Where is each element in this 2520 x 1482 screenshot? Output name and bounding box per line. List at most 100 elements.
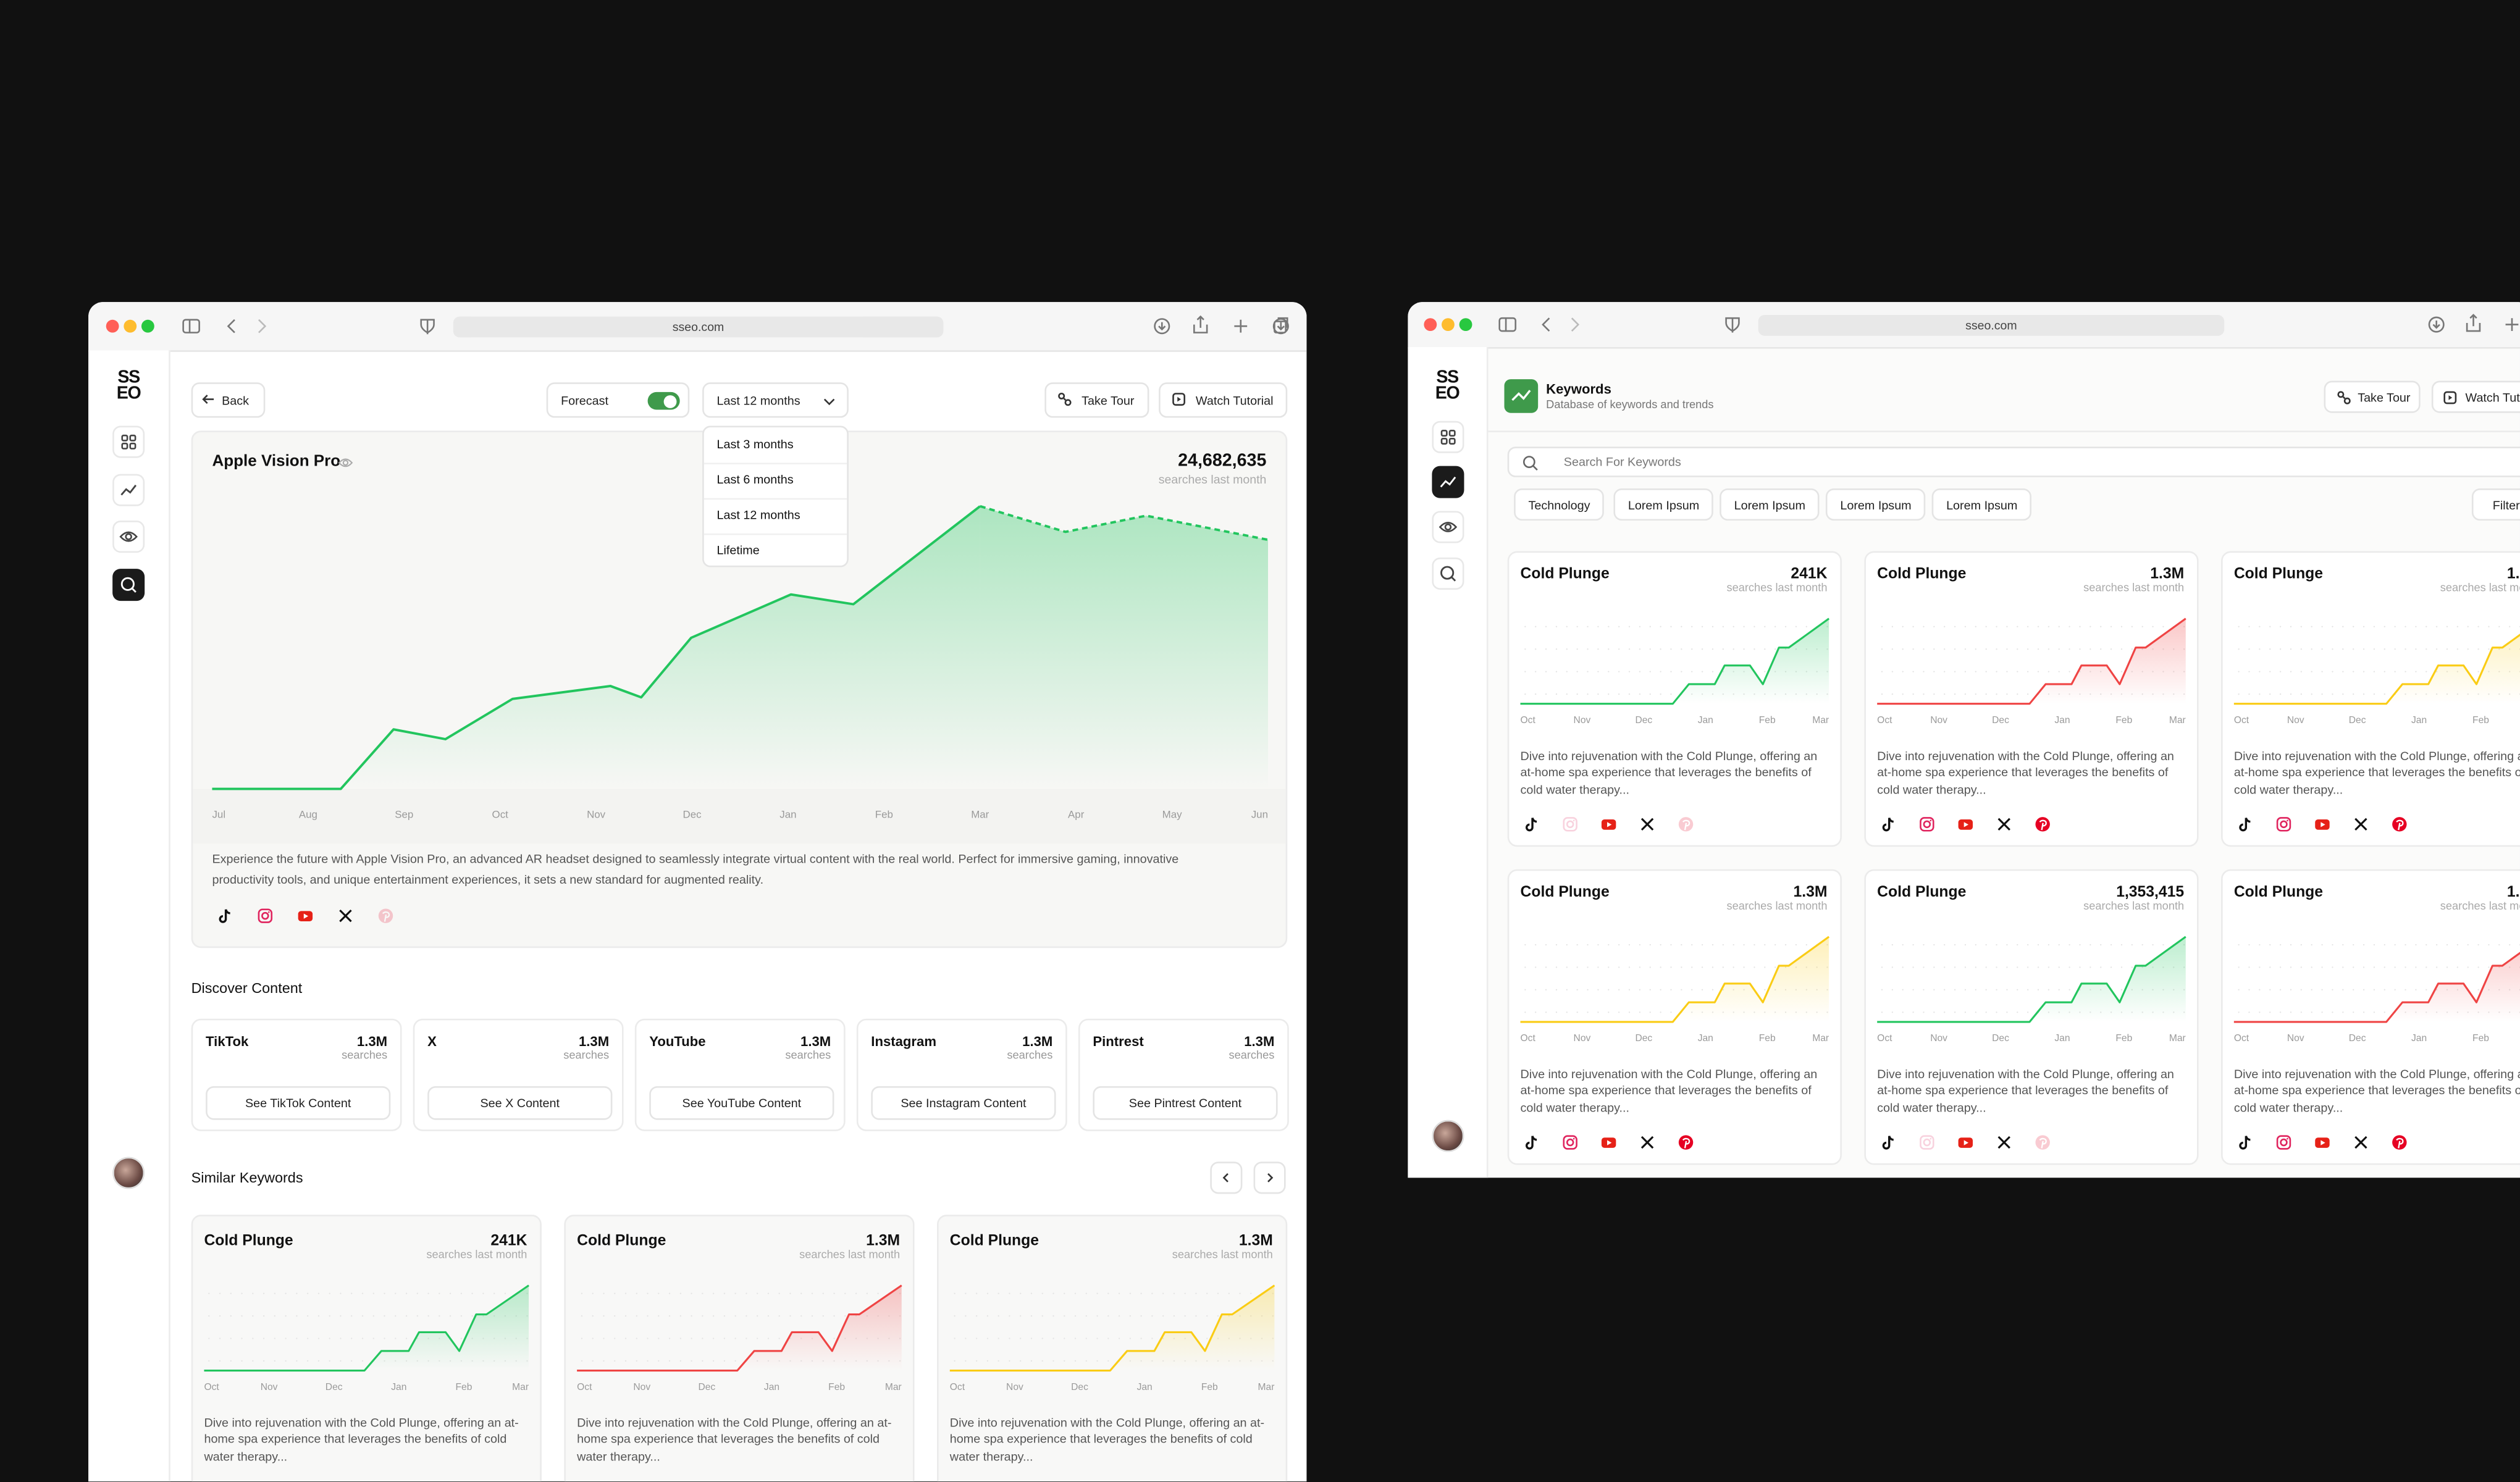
range-option[interactable]: Lifetime bbox=[716, 543, 760, 558]
range-option[interactable]: Last 6 months bbox=[716, 472, 794, 487]
range-select[interactable]: Last 12 months bbox=[702, 382, 849, 418]
tag-chip[interactable]: Lorem Ipsum bbox=[1613, 488, 1714, 521]
youtube-icon[interactable] bbox=[1957, 1134, 1973, 1150]
grid-dot bbox=[1195, 1292, 1197, 1294]
youtube-icon[interactable] bbox=[1601, 816, 1617, 832]
tiktok-icon[interactable] bbox=[2237, 816, 2253, 832]
grid-dot bbox=[439, 1292, 440, 1294]
tag-chip[interactable]: Lorem Ipsum bbox=[1825, 488, 1926, 521]
take-tour-button[interactable]: Take Tour bbox=[1044, 382, 1149, 418]
tiktok-icon[interactable] bbox=[2237, 1134, 2253, 1150]
x-icon[interactable] bbox=[2353, 816, 2369, 832]
instagram-icon[interactable] bbox=[1919, 816, 1935, 832]
grid-dot bbox=[2311, 671, 2312, 672]
instagram-icon[interactable] bbox=[1919, 1134, 1935, 1150]
pinterest-icon[interactable] bbox=[2035, 816, 2051, 832]
nav-button[interactable] bbox=[1431, 511, 1464, 543]
next-button[interactable] bbox=[1253, 1162, 1286, 1194]
youtube-icon[interactable] bbox=[2314, 1134, 2330, 1150]
tiktok-icon[interactable] bbox=[1524, 1134, 1540, 1150]
nav-button[interactable] bbox=[1431, 557, 1464, 590]
instagram-icon[interactable] bbox=[1562, 816, 1578, 832]
pinterest-icon[interactable] bbox=[2392, 816, 2408, 832]
youtube-icon[interactable] bbox=[297, 908, 313, 924]
card-description: Dive into rejuvenation with the Cold Plu… bbox=[949, 1415, 1265, 1463]
keyword-card[interactable]: Cold Plunge 1,353,415 searches last month O… bbox=[1864, 869, 2199, 1165]
nav-button[interactable] bbox=[112, 521, 145, 553]
watch-tutorial-button[interactable]: Watch Tutorial bbox=[1159, 382, 1288, 418]
range-option[interactable]: Last 12 months bbox=[716, 508, 800, 522]
see-content-button[interactable]: See Instagram Content bbox=[871, 1086, 1056, 1120]
pinterest-icon[interactable] bbox=[2392, 1134, 2408, 1150]
pinterest-icon[interactable] bbox=[377, 908, 393, 924]
see-content-button[interactable]: See Pintrest Content bbox=[1093, 1086, 1278, 1120]
x-icon[interactable] bbox=[1639, 1134, 1655, 1150]
avatar[interactable] bbox=[1431, 1120, 1464, 1152]
tag-chip[interactable]: Lorem Ipsum bbox=[1720, 488, 1820, 521]
pinterest-icon[interactable] bbox=[1678, 816, 1694, 832]
nav-button[interactable] bbox=[112, 474, 145, 506]
see-content-button[interactable]: See TikTok Content bbox=[206, 1086, 391, 1120]
tiktok-icon[interactable] bbox=[217, 908, 233, 924]
toggle[interactable] bbox=[647, 391, 680, 410]
grid-dot bbox=[1774, 626, 1776, 627]
x-icon[interactable] bbox=[1996, 1134, 2012, 1150]
button-icon bbox=[2443, 391, 2457, 404]
grid-dot bbox=[1597, 966, 1599, 968]
instagram-icon[interactable] bbox=[2275, 1134, 2291, 1150]
grid-dot bbox=[668, 1315, 671, 1317]
instagram-icon[interactable] bbox=[1562, 1134, 1578, 1150]
see-content-button[interactable]: See YouTube Content bbox=[649, 1086, 834, 1120]
x-icon[interactable] bbox=[2353, 1134, 2369, 1150]
grid-dot bbox=[668, 1338, 671, 1339]
card-total: 241K bbox=[490, 1232, 527, 1250]
grid-dot bbox=[285, 1360, 287, 1362]
nav-button[interactable] bbox=[1431, 421, 1464, 453]
x-icon[interactable] bbox=[1996, 816, 2012, 832]
keyword-card[interactable]: Cold Plunge 241K searches last month Oct Nov… bbox=[1507, 551, 1842, 847]
instagram-icon[interactable] bbox=[2275, 816, 2291, 832]
grid-dot bbox=[1923, 944, 1925, 946]
see-content-button[interactable]: See X Content bbox=[427, 1086, 613, 1120]
search-input[interactable]: Search For Keywords bbox=[1507, 446, 2520, 477]
tag-chip[interactable]: Lorem Ipsum bbox=[1931, 488, 2032, 521]
range-option[interactable]: Last 3 months bbox=[716, 437, 794, 452]
nav-button[interactable] bbox=[112, 569, 145, 601]
grid-dot bbox=[2384, 671, 2385, 672]
tiktok-icon[interactable] bbox=[1524, 816, 1540, 832]
grid-dot bbox=[1041, 1292, 1043, 1294]
grid-dot bbox=[2342, 671, 2344, 672]
keyword-card[interactable]: Cold Plunge 241K searches last month Oct Nov… bbox=[191, 1215, 542, 1482]
icon-part bbox=[1440, 438, 1447, 445]
tiktok-icon[interactable] bbox=[1880, 1134, 1896, 1150]
instagram-icon[interactable] bbox=[257, 908, 273, 924]
grid-dot bbox=[734, 1292, 736, 1294]
youtube-icon[interactable] bbox=[2314, 816, 2330, 832]
pinterest-icon[interactable] bbox=[1678, 1134, 1694, 1150]
card-title: Cold Plunge bbox=[577, 1232, 666, 1250]
filter-button[interactable]: Filter bbox=[2471, 488, 2520, 521]
x-icon[interactable] bbox=[1639, 816, 1655, 832]
forecast-box[interactable]: Forecast bbox=[546, 382, 690, 418]
tiktok-icon[interactable] bbox=[1880, 816, 1896, 832]
pinterest-icon[interactable] bbox=[2035, 1134, 2051, 1150]
avatar[interactable] bbox=[112, 1157, 145, 1189]
grid-dot bbox=[2332, 693, 2333, 695]
nav-button[interactable] bbox=[1431, 466, 1464, 498]
tag-chip[interactable]: Technology bbox=[1514, 488, 1605, 521]
prev-button[interactable] bbox=[1210, 1162, 1243, 1194]
nav-button[interactable] bbox=[112, 425, 145, 458]
x-icon[interactable] bbox=[337, 908, 353, 924]
grid-dot bbox=[1701, 944, 1703, 946]
grid-dot bbox=[1628, 1011, 1631, 1013]
youtube-icon[interactable] bbox=[1601, 1134, 1617, 1150]
button-icon bbox=[2337, 391, 2351, 404]
youtube-icon[interactable] bbox=[1957, 816, 1973, 832]
watch-tutorial-button[interactable]: Watch Tutorial bbox=[2431, 380, 2520, 413]
